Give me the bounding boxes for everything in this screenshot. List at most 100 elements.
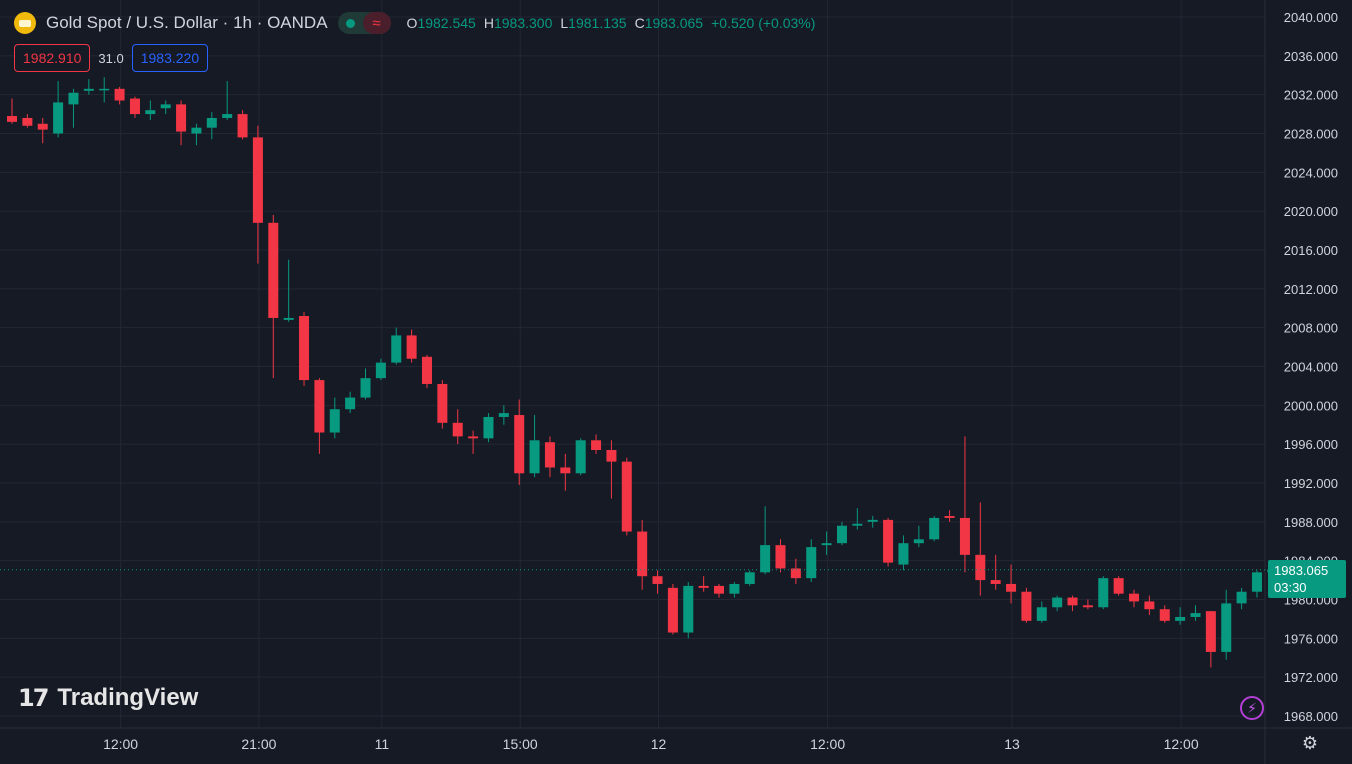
candle-body[interactable] [529, 440, 540, 474]
candle-body[interactable] [37, 123, 48, 130]
candle-body[interactable] [129, 98, 140, 115]
candle-body[interactable] [591, 440, 602, 450]
candle-body[interactable] [83, 88, 94, 91]
candle-body[interactable] [760, 545, 771, 573]
candle-body[interactable] [1251, 572, 1262, 592]
candle-body[interactable] [898, 543, 909, 565]
tradingview-logo[interactable]: 17 TradingView [18, 684, 198, 712]
candle-body[interactable] [852, 523, 863, 526]
candle-body[interactable] [7, 116, 17, 122]
candle-body[interactable] [1144, 601, 1155, 610]
candle-body[interactable] [637, 531, 648, 577]
candle-body[interactable] [160, 104, 171, 109]
candle-body[interactable] [299, 316, 310, 381]
candle-body[interactable] [191, 127, 202, 134]
candle-body[interactable] [606, 449, 617, 462]
candle-body[interactable] [1190, 613, 1201, 617]
high-label: H [483, 15, 494, 31]
candle-body[interactable] [1021, 591, 1032, 621]
candle-body[interactable] [68, 92, 79, 105]
sell-button[interactable]: 1982.910 [14, 44, 91, 72]
candle-body[interactable] [1036, 607, 1047, 621]
bolt-icon[interactable]: ⚡ [1240, 696, 1264, 720]
candle-body[interactable] [437, 383, 448, 423]
candle-body[interactable] [836, 525, 847, 544]
close-label: C [634, 15, 645, 31]
spread-value: 31.0 [98, 50, 124, 66]
candle-body[interactable] [959, 517, 970, 555]
candle-body[interactable] [406, 335, 417, 359]
candle-body[interactable] [114, 88, 125, 101]
candle-body[interactable] [729, 583, 740, 594]
candle-body[interactable] [698, 585, 709, 588]
gear-icon[interactable]: ⚙ [1301, 732, 1319, 753]
candle-body[interactable] [1113, 578, 1124, 594]
candle-body[interactable] [1175, 616, 1186, 621]
y-tick-label: 2016.000 [1284, 243, 1338, 258]
open-value: 1982.545 [417, 15, 476, 31]
candle-body[interactable] [53, 102, 64, 134]
candle-body[interactable] [1067, 597, 1078, 606]
candle-body[interactable] [621, 461, 632, 532]
close-value: 1983.065 [644, 15, 704, 31]
candle-body[interactable] [1082, 605, 1093, 608]
candle-body[interactable] [468, 436, 479, 439]
candle-body[interactable] [314, 380, 325, 433]
candle-body[interactable] [483, 416, 494, 439]
candle-body[interactable] [1052, 597, 1063, 608]
candle-body[interactable] [391, 335, 402, 363]
candle-body[interactable] [22, 117, 33, 126]
candle-body[interactable] [421, 356, 432, 384]
candle-body[interactable] [683, 585, 694, 633]
candle-body[interactable] [790, 568, 801, 579]
candle-body[interactable] [329, 409, 340, 433]
candle-body[interactable] [714, 585, 725, 594]
candle-body[interactable] [1098, 578, 1109, 608]
gold-symbol-icon[interactable] [14, 12, 36, 34]
candle-body[interactable] [560, 467, 571, 474]
market-status[interactable]: ≈ [337, 12, 391, 34]
candle-body[interactable] [1221, 603, 1232, 652]
candle-body[interactable] [375, 362, 386, 379]
candle-body[interactable] [883, 519, 894, 563]
candle-body[interactable] [1205, 611, 1216, 652]
candle-body[interactable] [514, 415, 525, 474]
candle-body[interactable] [913, 539, 924, 544]
candle-body[interactable] [667, 587, 678, 633]
candle-body[interactable] [775, 545, 786, 569]
candle-body[interactable] [222, 114, 233, 118]
x-tick-label: 12:00 [1164, 736, 1199, 752]
candle-body[interactable] [652, 576, 663, 584]
candle-body[interactable] [206, 117, 217, 128]
candle-body[interactable] [452, 422, 463, 437]
candle-body[interactable] [821, 543, 832, 546]
candle-body[interactable] [944, 516, 955, 518]
candle-body[interactable] [1006, 583, 1017, 592]
candle-body[interactable] [345, 397, 356, 410]
candle-body[interactable] [975, 554, 986, 581]
candle-body[interactable] [1129, 593, 1140, 602]
candle-body[interactable] [1236, 591, 1247, 604]
candle-body[interactable] [498, 413, 509, 417]
candle-body[interactable] [1159, 609, 1170, 621]
y-tick-label: 1968.000 [1284, 709, 1338, 724]
candle-body[interactable] [252, 137, 263, 223]
candle-body[interactable] [145, 110, 156, 115]
candle-body[interactable] [360, 378, 371, 398]
candle-body[interactable] [544, 442, 555, 468]
candle-body[interactable] [806, 547, 817, 579]
candle-body[interactable] [990, 580, 1001, 584]
candle-body[interactable] [575, 440, 586, 474]
buy-button[interactable]: 1983.220 [131, 44, 209, 72]
candle-body[interactable] [99, 88, 110, 91]
candle-body[interactable] [283, 317, 294, 320]
candle-body[interactable] [268, 222, 279, 318]
candle-body[interactable] [867, 519, 878, 522]
candle-body[interactable] [237, 114, 248, 138]
candle-body[interactable] [176, 104, 187, 132]
y-tick-label: 1972.000 [1284, 670, 1338, 685]
candle-body[interactable] [744, 572, 755, 584]
candle-body[interactable] [929, 517, 940, 540]
symbol-title[interactable]: Gold Spot / U.S. Dollar · 1h · OANDA [46, 13, 328, 32]
